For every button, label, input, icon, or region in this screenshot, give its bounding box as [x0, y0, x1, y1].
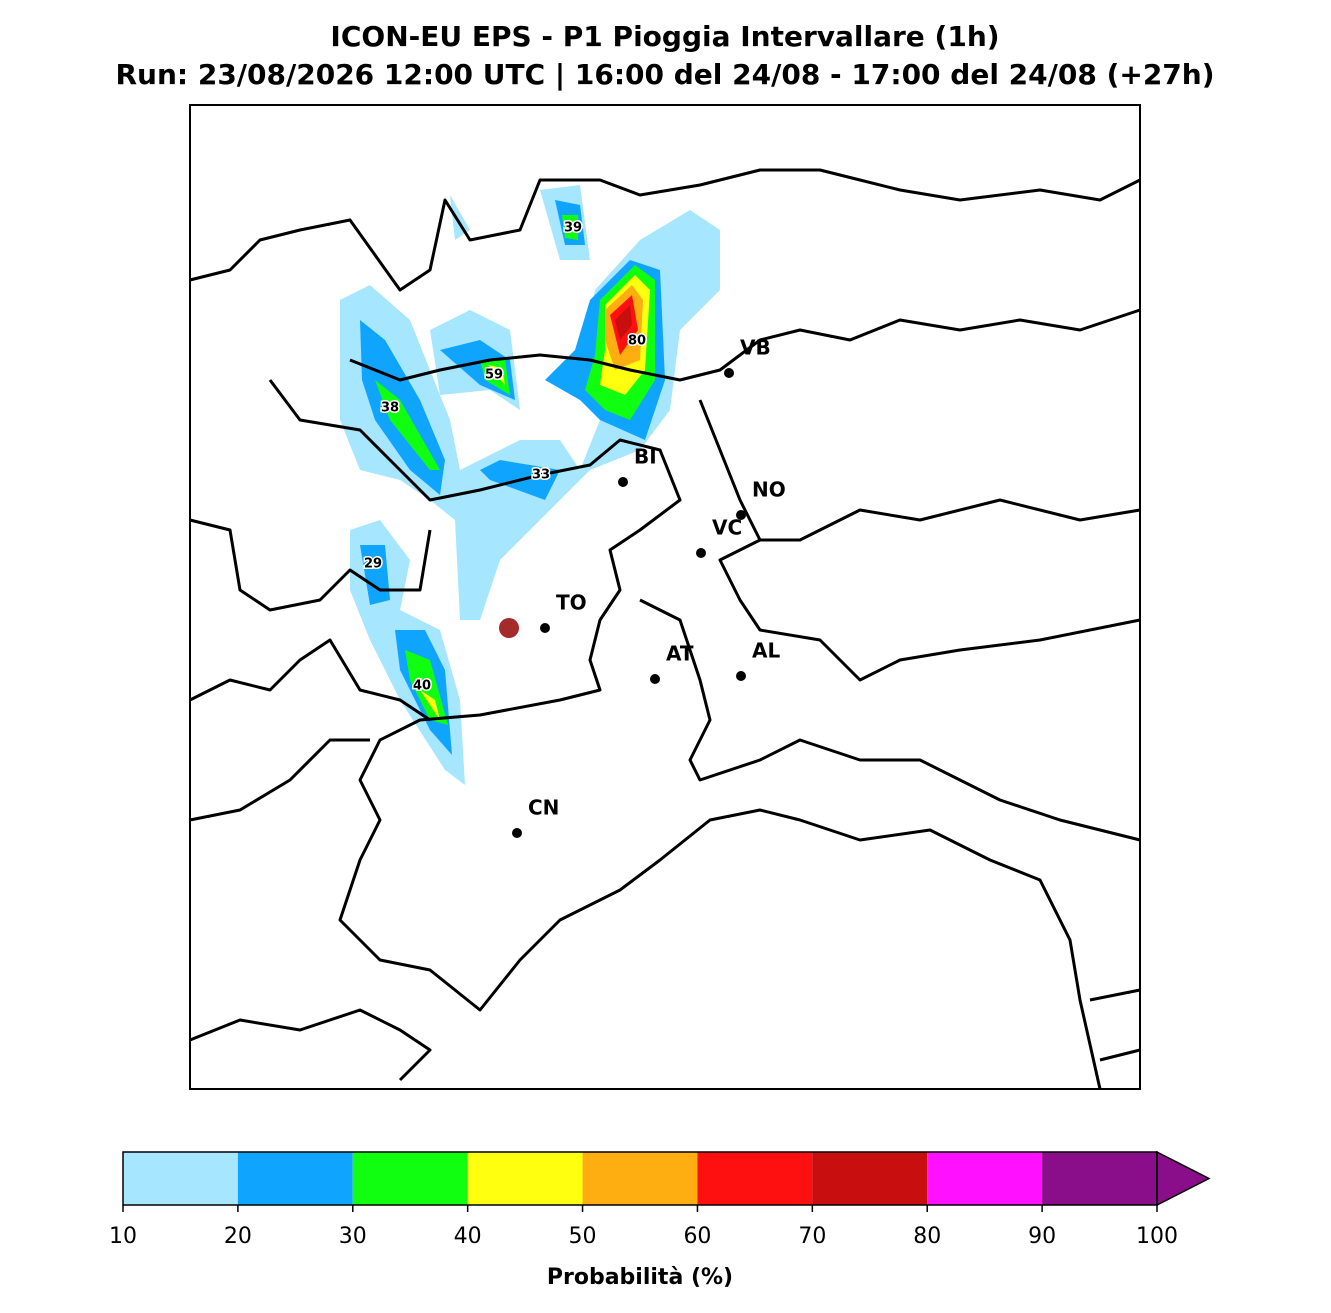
max-label: 29: [364, 557, 382, 572]
border: [349, 308, 1141, 382]
border: [189, 168, 1141, 292]
border: [189, 638, 431, 722]
colorbar-tick-label: 30: [339, 1224, 367, 1249]
city-label: VC: [712, 516, 742, 540]
city-label: TO: [556, 591, 587, 615]
city-label: VB: [740, 336, 771, 360]
colorbar-segment: [1042, 1152, 1157, 1205]
border: [189, 1008, 432, 1082]
borders: [189, 168, 1141, 1090]
border: [760, 498, 1141, 542]
city-dot: [650, 674, 660, 684]
colorbar-tick-label: 50: [569, 1224, 597, 1249]
colorbar-tick-label: 40: [454, 1224, 482, 1249]
city-label: BI: [634, 445, 657, 469]
colorbar-tick-label: 90: [1028, 1224, 1056, 1249]
location-marker: [499, 618, 519, 638]
colorbar-segment: [352, 1152, 468, 1205]
city-label: CN: [528, 796, 559, 820]
colorbar-tick-label: 10: [109, 1224, 137, 1249]
colorbar-tick-label: 60: [683, 1224, 711, 1249]
city-label: AL: [752, 639, 780, 663]
border: [639, 598, 1141, 842]
field-70: [615, 305, 632, 340]
colorbar-segment: [812, 1152, 928, 1205]
colorbar-segment: [697, 1152, 813, 1205]
colorbar-tick-label: 80: [913, 1224, 941, 1249]
colorbar-tick-label: 100: [1136, 1224, 1178, 1249]
colorbar-extension: [1156, 1150, 1211, 1207]
border: [189, 738, 370, 822]
cities: VB BI NO VC TO AT AL CN: [512, 336, 786, 838]
max-label: 38: [381, 401, 399, 416]
subtitle: Run: 23/08/2026 12:00 UTC | 16:00 del 24…: [115, 58, 1214, 91]
city-dot: [736, 510, 746, 520]
map-frame: [189, 104, 1141, 1090]
colorbar-segment: [927, 1152, 1043, 1205]
border: [189, 518, 432, 612]
colorbar-segment: [467, 1152, 583, 1205]
colorbar-segment: [123, 1152, 238, 1205]
colorbar-label: Probabilità (%): [547, 1265, 733, 1290]
title: ICON-EU EPS - P1 Pioggia Intervallare (1…: [330, 20, 999, 53]
colorbar-tick-label: 70: [798, 1224, 826, 1249]
city-label: NO: [752, 478, 786, 502]
colorbar-segment: [582, 1152, 698, 1205]
field-20: [360, 200, 665, 755]
city-dot: [618, 477, 628, 487]
city-dot: [736, 671, 746, 681]
city-dot: [512, 828, 522, 838]
precip-fields: [340, 185, 720, 785]
city-dot: [724, 368, 734, 378]
colorbar-segment: [237, 1152, 353, 1205]
max-label: 40: [413, 679, 431, 694]
max-labels: 39 80 59 38 33 29 40: [362, 219, 647, 695]
max-label: 33: [532, 468, 550, 483]
colorbar-tick-label: 20: [224, 1224, 252, 1249]
max-label: 59: [485, 368, 503, 383]
field-30: [375, 215, 655, 725]
city-dot: [540, 623, 550, 633]
border: [268, 379, 1102, 1090]
max-label: 39: [564, 221, 582, 236]
colorbar: 10 20 30 40 50 60 70 80 90 100: [109, 1150, 1211, 1249]
border: [1089, 988, 1141, 1062]
city-dot: [696, 548, 706, 558]
colorbar-outline: [122, 1151, 1158, 1206]
max-label: 80: [628, 334, 646, 349]
city-label: AT: [666, 642, 694, 666]
border: [698, 399, 1141, 682]
